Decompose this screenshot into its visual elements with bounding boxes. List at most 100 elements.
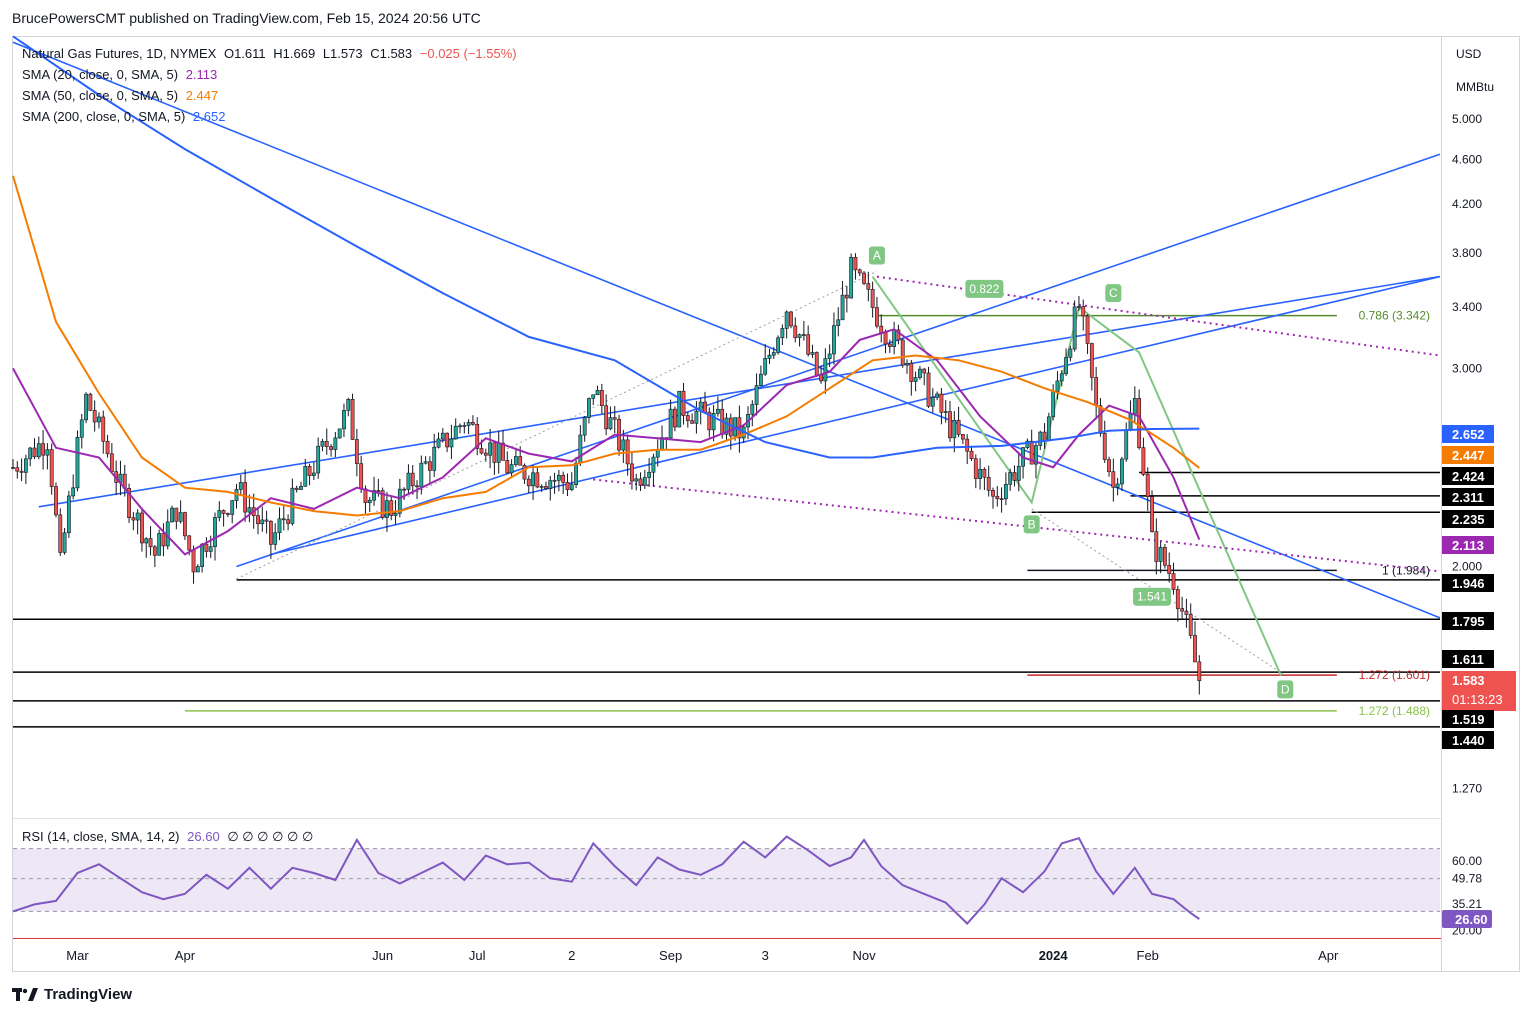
candle-body[interactable]	[956, 419, 961, 435]
candle-body[interactable]	[969, 450, 974, 459]
candle-body[interactable]	[1132, 398, 1137, 415]
candle-body[interactable]	[277, 518, 282, 533]
candle-body[interactable]	[71, 487, 76, 497]
candle-body[interactable]	[505, 460, 510, 474]
candle-body[interactable]	[294, 487, 299, 490]
candle-body[interactable]	[771, 352, 776, 356]
candle-body[interactable]	[655, 449, 660, 458]
candle-body[interactable]	[135, 512, 140, 521]
candle-body[interactable]	[844, 294, 849, 299]
pattern-label-box[interactable]	[1105, 284, 1122, 303]
candle-body[interactable]	[892, 329, 897, 347]
candle-body[interactable]	[23, 458, 28, 473]
candle-body[interactable]	[101, 416, 106, 442]
candle-body[interactable]	[389, 500, 394, 516]
candle-body[interactable]	[152, 546, 157, 556]
candles-group[interactable]	[11, 253, 1202, 695]
candle-body[interactable]	[501, 442, 505, 461]
candle-body[interactable]	[801, 334, 806, 336]
candle-body[interactable]	[1141, 447, 1146, 475]
candle-body[interactable]	[634, 478, 639, 482]
candle-body[interactable]	[578, 434, 583, 464]
candle-body[interactable]	[462, 425, 467, 427]
pattern-label-box[interactable]	[1277, 680, 1294, 699]
candle-body[interactable]	[1128, 413, 1133, 431]
candle-body[interactable]	[896, 329, 901, 341]
candle-body[interactable]	[337, 428, 342, 439]
candle-body[interactable]	[92, 410, 97, 423]
candle-body[interactable]	[879, 325, 884, 333]
candle-body[interactable]	[84, 393, 88, 421]
candle-body[interactable]	[544, 486, 548, 489]
candle-body[interactable]	[260, 519, 265, 525]
candle-body[interactable]	[346, 399, 351, 411]
candle-body[interactable]	[526, 478, 531, 487]
candle-body[interactable]	[1077, 306, 1081, 308]
candle-body[interactable]	[539, 486, 544, 488]
candle-body[interactable]	[170, 507, 174, 523]
candle-body[interactable]	[187, 535, 192, 551]
candle-body[interactable]	[531, 472, 535, 487]
trendline-channel-lower[interactable]	[270, 275, 1441, 556]
pattern-label-box[interactable]	[868, 246, 885, 265]
candle-body[interactable]	[1094, 377, 1099, 406]
candle-body[interactable]	[1163, 547, 1167, 566]
candle-body[interactable]	[750, 404, 755, 415]
candle-body[interactable]	[776, 337, 780, 353]
candle-body[interactable]	[767, 354, 772, 359]
candle-body[interactable]	[518, 456, 523, 466]
candle-body[interactable]	[978, 468, 982, 479]
candle-body[interactable]	[496, 442, 501, 463]
candle-body[interactable]	[810, 352, 815, 355]
candle-body[interactable]	[1085, 315, 1090, 344]
candle-body[interactable]	[716, 408, 720, 414]
candle-body[interactable]	[342, 410, 346, 430]
legend-sma20[interactable]: SMA (20, close, 0, SMA, 5) 2.113	[22, 67, 217, 82]
candle-body[interactable]	[157, 533, 162, 556]
candle-body[interactable]	[131, 517, 136, 521]
candle-body[interactable]	[479, 448, 484, 454]
candle-body[interactable]	[922, 368, 927, 374]
candle-body[interactable]	[991, 490, 995, 497]
candle-body[interactable]	[999, 498, 1004, 500]
candle-body[interactable]	[105, 440, 110, 455]
candle-body[interactable]	[350, 399, 355, 440]
candle-body[interactable]	[333, 437, 338, 450]
candle-body[interactable]	[840, 294, 845, 321]
candle-body[interactable]	[883, 332, 888, 345]
candle-body[interactable]	[677, 390, 682, 428]
candle-body[interactable]	[1038, 431, 1043, 446]
trendlines-group[interactable]	[12, 41, 1441, 676]
candle-body[interactable]	[621, 439, 626, 451]
candle-body[interactable]	[930, 397, 935, 407]
candle-body[interactable]	[247, 507, 252, 513]
candle-body[interactable]	[311, 472, 316, 476]
legend-sma200[interactable]: SMA (200, close, 0, SMA, 5) 2.652	[22, 109, 225, 124]
candle-body[interactable]	[1046, 416, 1051, 442]
candle-body[interactable]	[548, 480, 553, 489]
candle-body[interactable]	[986, 476, 991, 491]
candle-body[interactable]	[862, 272, 866, 284]
candle-body[interactable]	[75, 436, 80, 489]
candle-body[interactable]	[58, 514, 63, 553]
candle-body[interactable]	[471, 422, 475, 425]
trendline-upper-channel-top[interactable]	[236, 153, 1441, 568]
candle-body[interactable]	[887, 343, 892, 347]
candle-body[interactable]	[466, 422, 471, 426]
candle-body[interactable]	[694, 410, 699, 424]
candle-body[interactable]	[827, 353, 832, 359]
candle-body[interactable]	[939, 393, 944, 413]
candle-body[interactable]	[509, 464, 514, 474]
candle-body[interactable]	[144, 538, 149, 544]
candle-body[interactable]	[402, 488, 407, 491]
candle-body[interactable]	[948, 411, 952, 439]
candle-body[interactable]	[303, 466, 308, 487]
candle-body[interactable]	[385, 500, 389, 518]
candle-body[interactable]	[574, 462, 578, 486]
candle-body[interactable]	[797, 334, 802, 338]
pattern-labels-group[interactable]: A B C D 0.822 1.541	[868, 246, 1294, 699]
candle-body[interactable]	[707, 411, 712, 431]
candle-body[interactable]	[832, 325, 836, 355]
candle-body[interactable]	[1055, 380, 1060, 392]
